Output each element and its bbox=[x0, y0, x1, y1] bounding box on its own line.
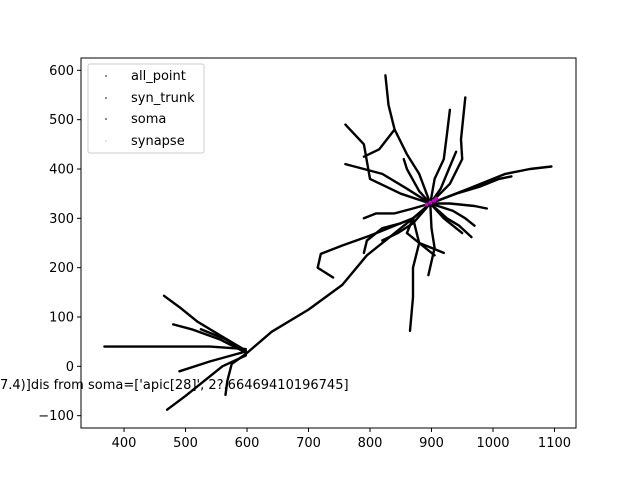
y-tick-label-6: 500 bbox=[49, 113, 74, 128]
y-tick-label-2: 100 bbox=[49, 311, 74, 326]
x-tick-label-7: 1100 bbox=[538, 436, 571, 451]
branch-0-13 bbox=[344, 162, 432, 205]
y-tick-label-1: 0 bbox=[66, 360, 74, 375]
branch-0-21 bbox=[362, 222, 402, 255]
y-axis: −100 0 100 200 300 400 500 600 bbox=[38, 64, 81, 424]
branch-0-0 bbox=[244, 202, 432, 356]
branch-0-29 bbox=[362, 128, 396, 158]
branch-0-22 bbox=[402, 157, 432, 205]
legend-marker-all-point bbox=[105, 75, 107, 77]
branch-0-12 bbox=[429, 175, 513, 205]
x-tick-label-1: 500 bbox=[173, 436, 198, 451]
y-tick-label-4: 300 bbox=[49, 212, 74, 227]
branch-0-28 bbox=[418, 241, 445, 255]
x-tick-label-3: 700 bbox=[296, 436, 321, 451]
x-axis: 400 500 600 700 800 900 1000 1100 bbox=[112, 428, 571, 451]
branch-0-14 bbox=[344, 123, 432, 205]
branch-0-7 bbox=[178, 350, 248, 373]
plot-area bbox=[103, 74, 553, 411]
legend-marker-syn-trunk bbox=[105, 97, 107, 99]
legend-marker-soma bbox=[105, 118, 107, 120]
legend-label-syn-trunk: syn_trunk bbox=[131, 91, 195, 106]
branch-0-6 bbox=[199, 328, 248, 353]
branch-0-2 bbox=[162, 294, 248, 352]
branch-0-20 bbox=[427, 202, 436, 277]
branch-0-15 bbox=[408, 202, 432, 332]
y-tick-label-0: −100 bbox=[38, 409, 74, 424]
branch-0-4 bbox=[165, 354, 248, 411]
axes-frame bbox=[80, 57, 577, 429]
branch-0-24 bbox=[362, 202, 432, 220]
x-tick-label-2: 600 bbox=[235, 436, 260, 451]
x-tick-label-5: 900 bbox=[419, 436, 444, 451]
y-tick-label-3: 200 bbox=[49, 261, 74, 276]
branch-0-27 bbox=[429, 202, 476, 227]
legend-label-all-point: all_point bbox=[131, 69, 186, 84]
branch-0-3 bbox=[171, 323, 248, 354]
branch-0-5 bbox=[224, 352, 248, 397]
legend-label-soma: soma bbox=[131, 112, 166, 127]
x-tick-label-0: 400 bbox=[112, 436, 137, 451]
synapse-point-0 bbox=[424, 202, 429, 207]
branch-0-25 bbox=[381, 202, 432, 242]
annotation-text: 7.4)]dis from soma=['apic[28]', 2?.66469… bbox=[0, 378, 349, 393]
synapse-point-1 bbox=[428, 200, 433, 205]
branch-0-9 bbox=[429, 108, 452, 205]
legend-box bbox=[87, 63, 205, 154]
synapse-point-3 bbox=[434, 196, 439, 201]
branch-0-23 bbox=[429, 150, 458, 205]
branch-0-8 bbox=[384, 74, 432, 205]
branch-0-26 bbox=[429, 202, 473, 239]
branch-0-1 bbox=[103, 345, 248, 351]
y-tick-label-5: 400 bbox=[49, 163, 74, 178]
branch-0-10 bbox=[429, 96, 467, 205]
x-tick-label-6: 1000 bbox=[476, 436, 509, 451]
x-tick-label-4: 800 bbox=[358, 436, 383, 451]
legend-label-synapse: synapse bbox=[131, 134, 185, 149]
branch-0-17 bbox=[429, 202, 488, 210]
legend-marker-synapse bbox=[105, 140, 107, 142]
legend: all_point syn_trunk soma synapse bbox=[87, 63, 205, 154]
y-tick-label-7: 600 bbox=[49, 64, 74, 79]
